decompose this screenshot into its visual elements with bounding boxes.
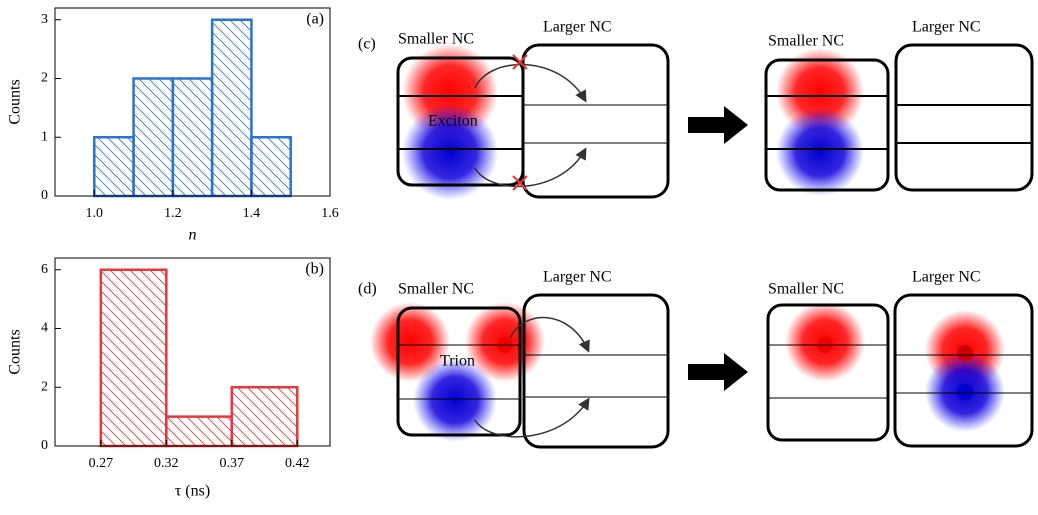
transfer-arrow: [474, 397, 590, 438]
y-tick-label: 3: [41, 12, 48, 27]
smaller-nc-box: [766, 303, 890, 442]
bar: [250, 136, 292, 198]
x-tick-label: 1.6: [321, 206, 339, 221]
electron-cloud: [370, 302, 450, 382]
transfer-arrow: [474, 147, 587, 188]
transfer-arrow: [509, 316, 590, 353]
y-axis-label: Counts: [7, 329, 24, 374]
transfer-arrow: [474, 63, 587, 103]
nc-label: Larger NC: [543, 19, 612, 36]
larger-nc-box: [893, 293, 1034, 448]
bar: [210, 18, 253, 198]
x-tick-label: 0.42: [285, 456, 310, 471]
arrow: [688, 353, 748, 391]
y-tick-label: 1: [41, 129, 48, 144]
particle-label: Exciton: [428, 113, 478, 130]
panel-label: (c): [358, 36, 376, 53]
larger-nc-box: [894, 43, 1034, 192]
y-tick-label: 0: [41, 438, 48, 453]
bar: [230, 386, 299, 448]
larger-nc-box: [521, 43, 670, 199]
bar: [165, 415, 234, 448]
nc-label: Smaller NC: [398, 31, 474, 48]
x-tick-label: 1.0: [86, 206, 104, 221]
panel-label: (b): [305, 261, 324, 278]
x-tick-label: 1.4: [243, 206, 261, 221]
axes-frame: [54, 257, 331, 447]
nc-label: Smaller NC: [398, 281, 474, 298]
nc-label: Larger NC: [912, 19, 981, 36]
particle-label: Trion: [440, 353, 475, 370]
axes-frame: [54, 7, 331, 197]
bar: [93, 136, 135, 198]
larger-nc-box: [522, 293, 670, 449]
hole-cloud: [402, 104, 498, 200]
y-tick-label: 2: [41, 379, 48, 394]
panel-label: (d): [358, 281, 377, 298]
x-axis-label: τ (ns): [175, 483, 210, 500]
y-tick-label: 0: [41, 188, 48, 203]
electron: [957, 345, 973, 361]
panel-label: (a): [306, 11, 324, 28]
diagrams: [370, 43, 1034, 449]
y-tick-label: 4: [41, 321, 48, 336]
x-axis-label: n: [189, 227, 197, 244]
bar: [132, 77, 175, 198]
y-tick-label: 2: [41, 71, 48, 86]
x-tick-label: 0.32: [154, 456, 179, 471]
arrow: [688, 106, 748, 144]
nc-label: Smaller NC: [768, 33, 844, 50]
hole-cloud: [776, 108, 864, 196]
x-tick-label: 1.2: [164, 206, 182, 221]
nc-label: Larger NC: [912, 269, 981, 286]
smaller-nc-box: [396, 306, 522, 437]
x-tick-label: 0.37: [220, 456, 245, 471]
nc-label: Smaller NC: [768, 281, 844, 298]
x-tick-label: 0.27: [89, 456, 114, 471]
y-tick-label: 6: [41, 262, 48, 277]
smaller-nc-box: [764, 58, 890, 192]
hole: [957, 384, 973, 400]
bar: [171, 77, 214, 198]
nc-label: Larger NC: [543, 269, 612, 286]
y-axis-label: Counts: [7, 79, 24, 124]
bar: [99, 268, 168, 448]
blocked-mark: [512, 54, 528, 191]
